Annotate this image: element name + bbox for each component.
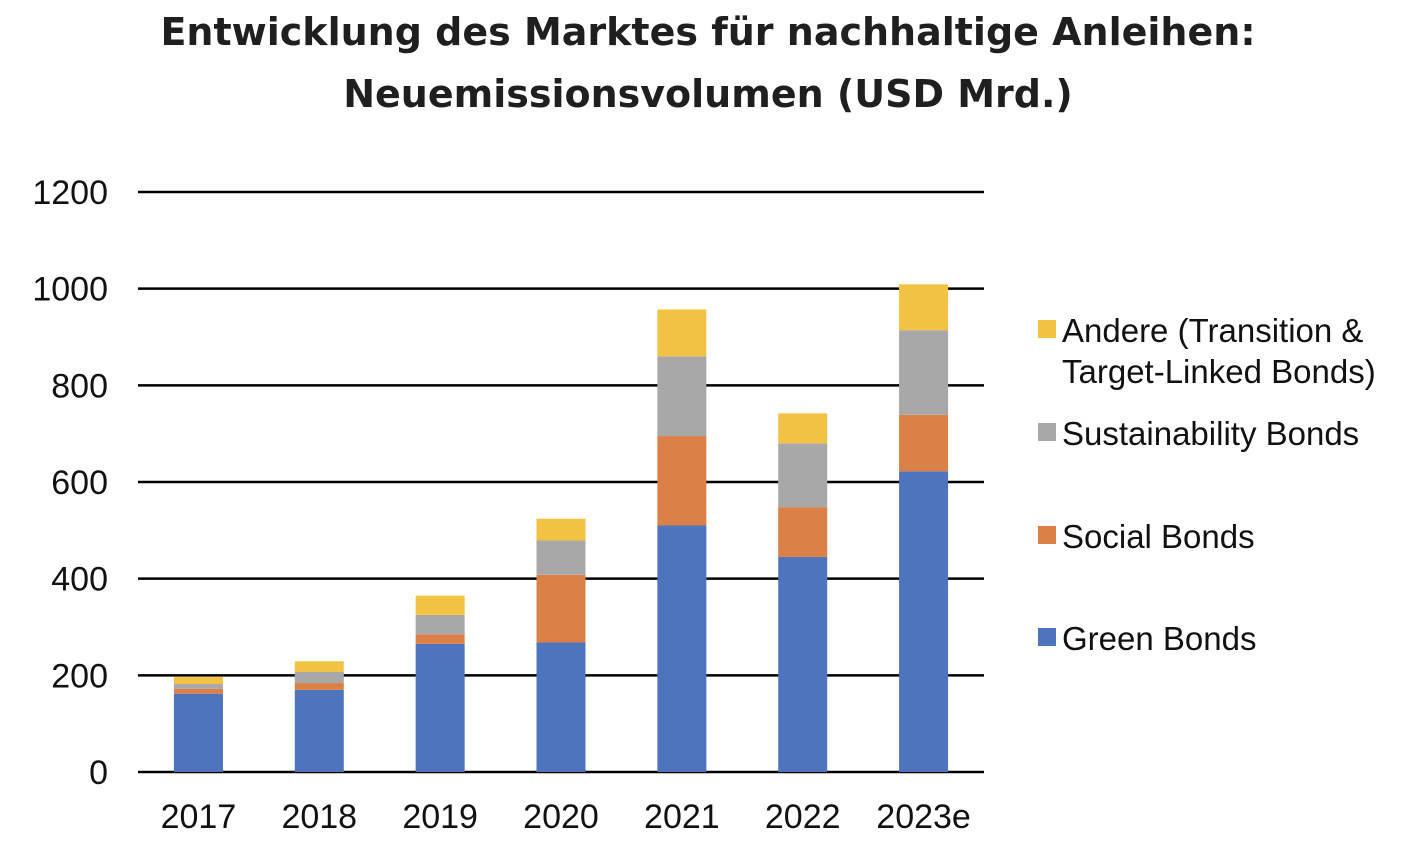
bar-segment-social-2022 (778, 507, 828, 557)
bar-segment-sustainability-2021 (657, 356, 707, 437)
bars (173, 284, 949, 772)
legend-label: Andere (Transition & (1062, 312, 1363, 349)
y-tick-label: 800 (51, 367, 108, 405)
bar-segment-green-2021 (657, 525, 707, 772)
bar-segment-social-2018 (294, 683, 344, 690)
y-tick-label: 600 (51, 464, 108, 502)
y-axis-ticks: 0 200 400 600 800 1000 1200 (32, 174, 108, 792)
bar-segment-sustainability-2017 (173, 684, 223, 689)
x-tick-label: 2021 (644, 798, 720, 836)
bar-segment-social-2017 (173, 688, 223, 694)
bar-segment-green-2022 (778, 556, 828, 772)
bar-segment-sustainability-2019 (415, 614, 465, 635)
bar-segment-green-2019 (415, 643, 465, 772)
bar-segment-green-2017 (173, 693, 223, 772)
legend-label: Sustainability Bonds (1062, 415, 1359, 452)
bar-segment-social-2020 (536, 574, 586, 643)
legend-swatch-0 (1038, 628, 1056, 646)
bar-segment-andere-2018 (294, 661, 344, 672)
bar-segment-andere-2020 (536, 518, 586, 541)
legend: Andere (Transition & Target-Linked Bonds)… (1038, 312, 1376, 657)
x-tick-label: 2017 (161, 798, 237, 836)
chart-title-line-2: Neuemissionsvolumen (USD Mrd.) (343, 72, 1073, 116)
bar-segment-green-2023e (899, 471, 949, 772)
legend-swatch-2 (1038, 423, 1056, 441)
x-tick-label: 2022 (765, 798, 841, 836)
bar-segment-andere-2022 (778, 413, 828, 444)
bar-segment-social-2021 (657, 436, 707, 526)
y-tick-label: 200 (51, 657, 108, 695)
bar-segment-andere-2023e (899, 284, 949, 331)
bar-segment-green-2018 (294, 689, 344, 772)
x-tick-label: 2019 (402, 798, 478, 836)
legend-label: Green Bonds (1062, 620, 1256, 657)
legend-swatch-3 (1038, 320, 1056, 338)
x-tick-label: 2020 (523, 798, 599, 836)
bar-segment-social-2023e (899, 414, 949, 472)
bar-segment-green-2020 (536, 642, 586, 772)
legend-label: Target-Linked Bonds) (1062, 353, 1376, 390)
x-axis-ticks: 2017 2018 2019 2020 2021 2022 2023e (161, 798, 971, 836)
y-tick-label: 0 (89, 754, 108, 792)
bar-segment-andere-2017 (173, 676, 223, 685)
x-tick-label: 2023e (876, 798, 971, 836)
bar-segment-sustainability-2020 (536, 540, 586, 575)
bar-segment-sustainability-2022 (778, 443, 828, 508)
bar-segment-andere-2021 (657, 309, 707, 357)
bar-segment-social-2019 (415, 634, 465, 644)
legend-label: Social Bonds (1062, 518, 1255, 555)
bar-segment-sustainability-2018 (294, 671, 344, 684)
bar-segment-sustainability-2023e (899, 330, 949, 415)
legend-swatch-1 (1038, 526, 1056, 544)
y-tick-label: 1200 (32, 174, 108, 212)
x-tick-label: 2018 (281, 798, 357, 836)
y-tick-label: 400 (51, 561, 108, 599)
bar-segment-andere-2019 (415, 595, 465, 615)
chart-title-line-1: Entwicklung des Marktes für nachhaltige … (160, 10, 1256, 54)
y-tick-label: 1000 (32, 271, 108, 309)
